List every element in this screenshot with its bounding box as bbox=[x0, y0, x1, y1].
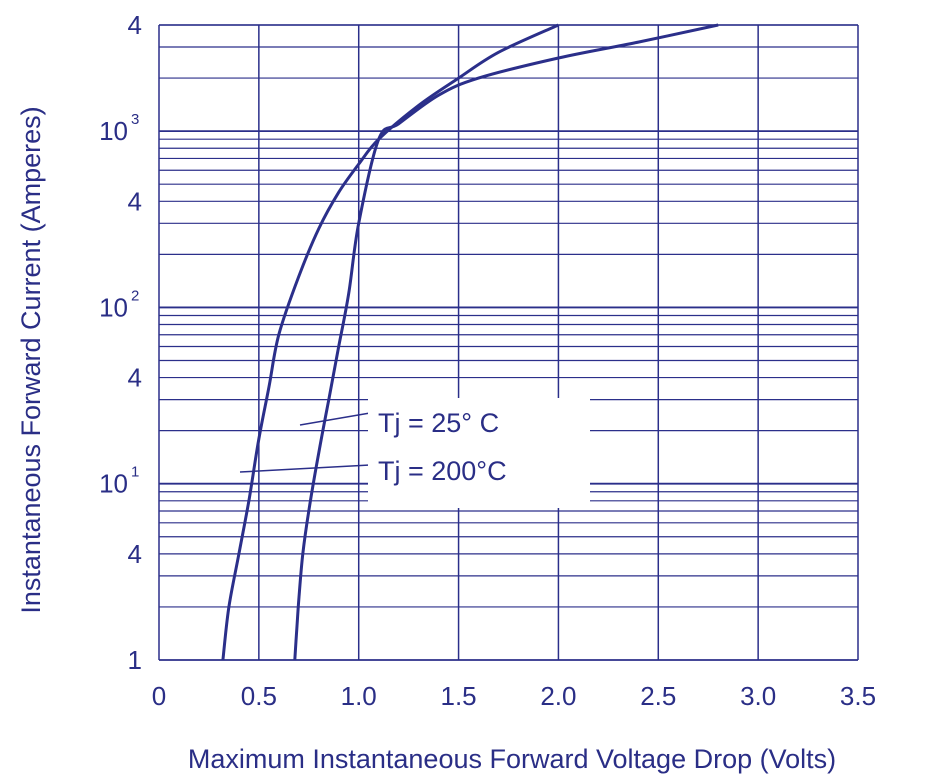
annotation-backdrop bbox=[368, 398, 590, 508]
x-tick-label: 0.5 bbox=[241, 681, 277, 711]
y-axis-label: Instantaneous Forward Current (Amperes) bbox=[16, 106, 46, 613]
y-tick-label: 1 bbox=[128, 645, 142, 675]
y-tick-label: 4 bbox=[128, 363, 142, 393]
y-tick-label: 4 bbox=[128, 539, 142, 569]
grid bbox=[158, 24, 859, 661]
y-tick-label: 4 bbox=[128, 10, 142, 40]
annotation-tj-200: Tj = 200°C bbox=[378, 456, 507, 486]
x-axis-label: Maximum Instantaneous Forward Voltage Dr… bbox=[188, 744, 836, 774]
y-tick-exponent: 3 bbox=[131, 111, 139, 128]
x-tick-label: 3.0 bbox=[740, 681, 776, 711]
series-line-tj-200 bbox=[221, 23, 560, 661]
y-tick-label: 10 bbox=[99, 292, 128, 322]
annotation-tj-25: Tj = 25° C bbox=[378, 408, 499, 438]
series-lines bbox=[221, 23, 719, 661]
y-tick-exponent: 2 bbox=[131, 287, 139, 304]
y-tick-label: 10 bbox=[99, 116, 128, 146]
annotations: Tj = 25° C Tj = 200°C bbox=[239, 398, 590, 508]
series-line-tj-25 bbox=[293, 23, 719, 661]
x-tick-label: 3.5 bbox=[840, 681, 876, 711]
x-tick-label: 1.0 bbox=[341, 681, 377, 711]
x-tick-label: 0 bbox=[152, 681, 166, 711]
y-tick-label: 4 bbox=[128, 186, 142, 216]
annotation-leader-tj-25 bbox=[299, 412, 371, 426]
annotation-leader-tj-200 bbox=[239, 464, 371, 473]
y-tick-exponent: 1 bbox=[131, 464, 139, 481]
x-tick-label: 2.0 bbox=[540, 681, 576, 711]
x-tick-label: 2.5 bbox=[640, 681, 676, 711]
y-tick-label: 10 bbox=[99, 469, 128, 499]
x-tick-label: 1.5 bbox=[440, 681, 476, 711]
